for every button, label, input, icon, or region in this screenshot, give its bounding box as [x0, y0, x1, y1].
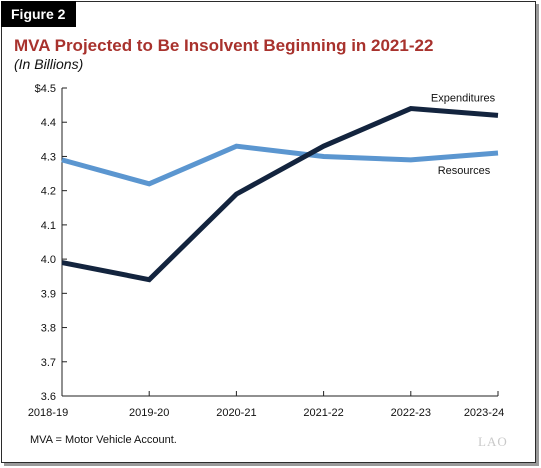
footnote: MVA = Motor Vehicle Account. — [30, 434, 177, 446]
y-tick-label: 4.1 — [41, 220, 56, 232]
lao-logo: LAO — [478, 434, 508, 449]
chart-title: MVA Projected to Be Insolvent Beginning … — [14, 36, 434, 55]
x-tick-label: 2022-23 — [391, 407, 431, 419]
y-tick-label: 4.2 — [41, 186, 56, 198]
y-tick-label: 4.0 — [41, 254, 56, 266]
series-line-resources — [61, 143, 499, 187]
x-tick-label: 2020-21 — [216, 407, 256, 419]
series-line-expenditures — [61, 105, 499, 283]
x-tick-label: 2018-19 — [28, 407, 68, 419]
y-tick-label: 3.7 — [41, 357, 56, 369]
figure-label: Figure 2 — [1, 1, 76, 27]
x-tick-label: 2019-20 — [129, 407, 169, 419]
y-tick-label: 3.6 — [41, 391, 56, 403]
y-tick-label: 3.9 — [41, 288, 56, 300]
y-tick-label: 3.8 — [41, 323, 56, 335]
series-label-resources: Resources — [438, 165, 491, 177]
x-tick-label: 2023-24 — [464, 407, 504, 419]
chart-subtitle: (In Billions) — [14, 56, 84, 72]
y-tick-label: 4.4 — [41, 117, 56, 129]
y-tick-label: $4.5 — [35, 83, 56, 95]
series-label-expenditures: Expenditures — [431, 93, 496, 105]
figure-frame — [1, 1, 536, 463]
x-tick-label: 2021-22 — [303, 407, 343, 419]
y-tick-label: 4.3 — [41, 151, 56, 163]
